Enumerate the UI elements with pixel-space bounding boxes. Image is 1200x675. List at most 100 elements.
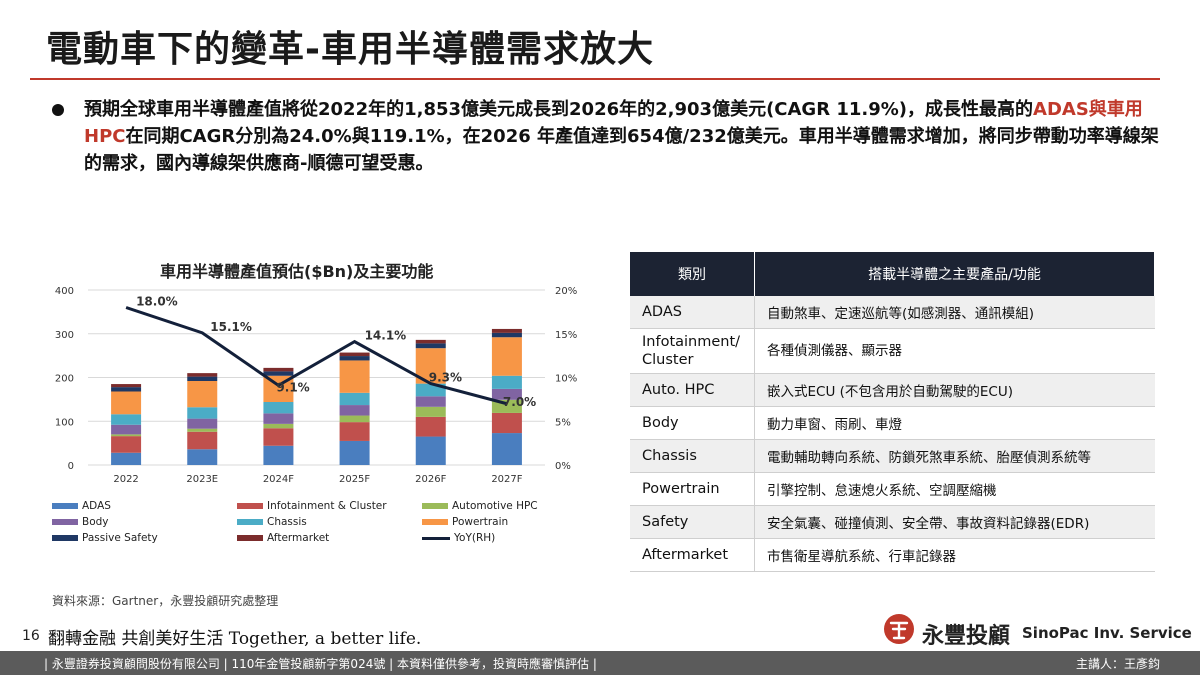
header-function: 搭載半導體之主要產品/功能: [754, 252, 1155, 296]
table-row: Chassis 電動輔助轉向系統、防鎖死煞車系統、胎壓偵測系統等: [630, 439, 1155, 473]
bar-segment: [111, 436, 142, 453]
summary-text-2: 在同期CAGR分別為24.0%與119.1%，在2026 年產值達到654億/2…: [84, 126, 1159, 174]
y-tick-label: 400: [55, 286, 74, 297]
legend-item: ADAS: [52, 500, 111, 512]
yoy-line: [125, 306, 508, 406]
footer-bar: [0, 651, 1200, 675]
bar-segment: [111, 414, 142, 425]
legend-label: ADAS: [82, 500, 111, 512]
bar-segment: [491, 337, 522, 376]
bar-segment: [339, 415, 370, 423]
summary-bullet: 預期全球車用半導體產值將從2022年的1,853億美元成長到2026年的2,90…: [84, 96, 1160, 177]
legend-swatch: [52, 503, 78, 509]
legend-item: Body: [52, 516, 109, 528]
legend-label: Automotive HPC: [452, 500, 538, 512]
bar-segment: [263, 423, 294, 429]
bar-segment: [187, 407, 218, 419]
y2-tick-label: 10%: [555, 374, 577, 385]
page-title: 電動車下的變革-車用半導體需求放大: [46, 29, 654, 70]
bar-segment: [415, 343, 446, 349]
bar-segment: [491, 412, 522, 434]
row-category: Aftermarket: [630, 538, 755, 572]
bar-segment: [339, 356, 370, 361]
slogan: 翻轉金融 共創美好生活 Together, a better life.: [48, 629, 422, 649]
summary-text-1: 預期全球車用半導體產值將從2022年的1,853億美元成長到2026年的2,90…: [84, 99, 1034, 120]
yoy-data-label: 7.0%: [503, 395, 536, 409]
bar-segment: [187, 428, 218, 432]
row-category: Body: [630, 406, 755, 440]
legend-item: Powertrain: [422, 516, 508, 528]
summary-highlight: ADAS與車用HPC: [84, 99, 1143, 147]
bar-segment: [339, 440, 370, 465]
legend-swatch: [237, 519, 263, 525]
legend-item: YoY(RH): [422, 532, 495, 544]
row-category: Safety: [630, 505, 755, 539]
x-tick-label: 2024F: [263, 474, 294, 485]
row-function: 嵌入式ECU (不包含用於自動駕駛的ECU): [754, 373, 1155, 407]
bar-segment: [491, 388, 522, 400]
legend-label: Chassis: [267, 516, 307, 528]
row-function: 市售衛星導航系統、行車記錄器: [754, 538, 1155, 572]
x-tick-label: 2022: [113, 474, 138, 485]
legend-item: Infotainment & Cluster: [237, 500, 387, 512]
row-function: 安全氣囊、碰撞偵測、安全帶、事故資料記錄器(EDR): [754, 505, 1155, 539]
bar-segment: [339, 392, 370, 406]
legend-swatch: [422, 519, 448, 525]
bar-segment: [491, 332, 522, 338]
bar-segment: [339, 352, 370, 357]
footer-disclaimer: | 永豐證券投資顧問股份有限公司 | 110年金管投顧新字第024號 | 本資料…: [44, 657, 597, 671]
bar-segment: [415, 406, 446, 417]
table-row: Auto. HPC 嵌入式ECU (不包含用於自動駕駛的ECU): [630, 373, 1155, 407]
stacked-bar-chart: 0 100 200 300 400 0% 5% 10% 15% 20% 2022 2023E 2024F…: [55, 286, 577, 485]
legend-swatch: [52, 519, 78, 525]
row-function: 自動煞車、定速巡航等(如感測器、通訊模組): [754, 296, 1155, 329]
bar-segment: [339, 422, 370, 441]
function-table: 類別 搭載半導體之主要產品/功能 ADAS 自動煞車、定速巡航等(如感測器、通訊模…: [630, 252, 1155, 572]
yoy-data-label: 15.1%: [210, 320, 252, 334]
legend-swatch: [52, 535, 78, 541]
yoy-data-label: 18.0%: [136, 295, 178, 309]
legend-label: YoY(RH): [454, 532, 496, 544]
y-tick-label: 300: [55, 330, 74, 341]
yoy-data-label: 9.3%: [429, 371, 462, 385]
x-tick-label: 2027F: [491, 474, 522, 485]
title-underline: [30, 78, 1160, 80]
bar-segment: [263, 413, 294, 424]
chart-title: 車用半導體產值預估($Bn)及主要功能: [160, 262, 434, 281]
bar-segment: [111, 424, 142, 435]
row-function: 動力車窗、雨刷、車燈: [754, 406, 1155, 440]
x-tick-label: 2025F: [339, 474, 370, 485]
row-function: 電動輔助轉向系統、防鎖死煞車系統、胎壓偵測系統等: [754, 439, 1155, 473]
bar-segment: [187, 376, 218, 381]
legend-swatch: [237, 535, 263, 541]
legend-label: Aftermarket: [267, 532, 330, 544]
row-category: ADAS: [630, 296, 755, 329]
bar-segment: [491, 433, 522, 465]
bar-segment: [187, 373, 218, 377]
bar-segment: [187, 418, 218, 429]
yoy-data-label: 14.1%: [365, 329, 407, 343]
bar-segment: [491, 328, 522, 333]
yoy-data-label: 9.1%: [276, 380, 309, 394]
table-row: Infotainment/ Cluster 各種偵測儀器、顯示器: [630, 328, 1155, 374]
legend-label: Powertrain: [452, 516, 509, 528]
legend-item: Chassis: [237, 516, 307, 528]
table-row: Powertrain 引擎控制、怠速熄火系統、空調壓縮機: [630, 472, 1155, 506]
legend-label: Body: [82, 516, 109, 528]
y2-tick-label: 0%: [555, 461, 571, 472]
y2-tick-label: 15%: [555, 330, 577, 341]
legend-label: Passive Safety: [82, 532, 158, 544]
footer-presenter: 主講人：王彥鈞: [1075, 657, 1160, 671]
row-category: Chassis: [630, 439, 755, 473]
bar-segment: [263, 367, 294, 372]
bullet-icon: [52, 104, 64, 116]
x-tick-label: 2026F: [415, 474, 446, 485]
row-function: 引擎控制、怠速熄火系統、空調壓縮機: [754, 472, 1155, 506]
bar-segment: [263, 402, 294, 414]
bar-segment: [111, 384, 142, 388]
bar-segment: [415, 396, 446, 407]
table-row: Safety 安全氣囊、碰撞偵測、安全帶、事故資料記錄器(EDR): [630, 505, 1155, 539]
bar-segment: [415, 339, 446, 344]
bar-segment: [339, 405, 370, 416]
x-tick-label: 2023E: [186, 474, 218, 485]
